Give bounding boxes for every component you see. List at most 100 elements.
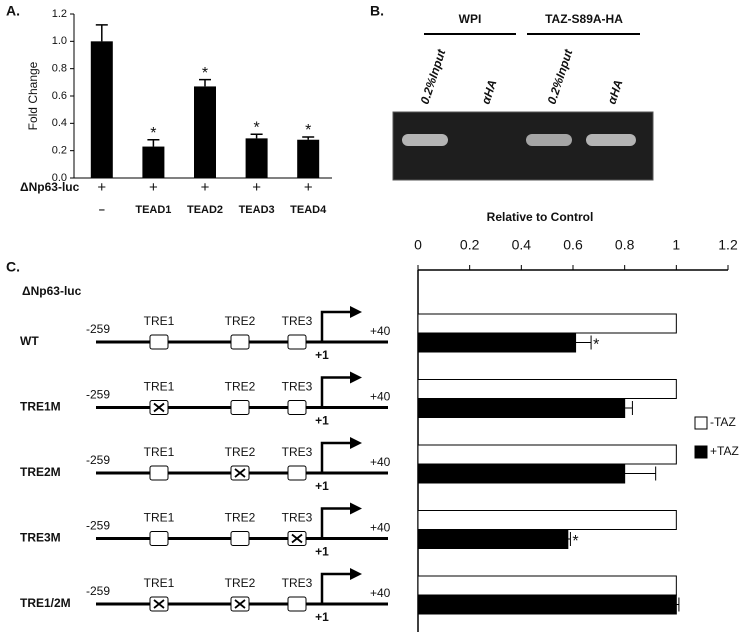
tss-arrow (320, 310, 352, 342)
element-box (230, 334, 250, 350)
tss-arrow (320, 441, 352, 473)
lane-label: αHA (479, 78, 500, 106)
element-label: TRE1 (144, 511, 175, 525)
plus-label: + (97, 179, 106, 196)
element-label: TRE1 (144, 314, 175, 328)
construct-name: TRE1M (20, 400, 61, 414)
significance-mark: * (593, 337, 599, 354)
y-axis-label: Fold Change (26, 61, 40, 130)
element-box (287, 465, 307, 481)
element-box (230, 531, 250, 546)
element-label: TRE2 (225, 445, 256, 459)
error-bar (250, 133, 263, 139)
bar (417, 594, 677, 615)
x-tick-label: 0 (414, 237, 422, 253)
y-tick-label: 0.2 (52, 145, 67, 157)
gel-band (526, 134, 572, 146)
element-box (287, 596, 307, 612)
error-bar (147, 138, 160, 147)
end-label: +40 (370, 586, 391, 600)
start-label: -259 (86, 519, 110, 533)
gel-band (402, 134, 448, 146)
diagram-title: ΔNp63-luc (22, 284, 82, 298)
element-box (287, 400, 307, 415)
arrow-head (350, 306, 362, 318)
start-label: -259 (86, 388, 110, 402)
significance-mark: * (150, 125, 156, 142)
bar (417, 379, 677, 399)
element-label: TRE3 (282, 314, 313, 328)
chart-title: Relative to Control (487, 210, 594, 224)
x-tick-label: 1.2 (718, 237, 738, 253)
error-bar (199, 78, 211, 87)
group-label: TAZ-S89A-HA (545, 12, 623, 26)
tss-label: +1 (315, 414, 329, 428)
mutation-mark (153, 402, 165, 413)
start-label: -259 (86, 322, 110, 336)
error-bar (676, 597, 680, 612)
end-label: +40 (370, 521, 391, 535)
mutation-mark (153, 599, 165, 609)
x-tick-label: 0.4 (512, 237, 532, 253)
construct-name: TRE3M (20, 531, 61, 545)
panel-label: A. (6, 3, 20, 19)
mutation-mark (291, 533, 303, 544)
arrow-head (350, 437, 362, 449)
significance-mark: * (202, 65, 208, 82)
element-box (149, 334, 169, 350)
panel-label: C. (6, 259, 20, 275)
error-bar (575, 335, 592, 350)
arrow-head (350, 502, 362, 515)
x-tick-label: 0.6 (563, 237, 583, 253)
tss-arrow (320, 376, 352, 408)
error-bar (302, 136, 315, 140)
x-tick-label: TEAD4 (290, 204, 327, 216)
element-label: TRE2 (225, 511, 256, 525)
bar (417, 529, 569, 549)
end-label: +40 (370, 390, 391, 404)
tss-label: +1 (315, 545, 329, 559)
construct-name: WT (20, 334, 39, 348)
error-bar (567, 532, 571, 546)
bar (90, 41, 113, 179)
plus-label: + (252, 179, 261, 196)
error-bar (95, 24, 108, 42)
element-box (149, 531, 169, 546)
bar (417, 575, 677, 596)
y-tick-label: 0.6 (52, 90, 67, 102)
element-label: TRE3 (282, 445, 313, 459)
bar (194, 86, 216, 178)
gel-band (586, 134, 636, 146)
element-label: TRE2 (225, 380, 256, 394)
tss-label: +1 (315, 479, 329, 493)
y-tick-label: 1.0 (52, 35, 67, 47)
element-box (230, 400, 250, 415)
x-tick-label: 0.2 (460, 237, 480, 253)
bar (417, 332, 577, 353)
panel-label: B. (370, 3, 384, 19)
tss-arrow (320, 507, 352, 539)
error-bar (624, 401, 633, 415)
significance-mark: * (572, 533, 578, 550)
y-tick-label: 0.4 (52, 117, 67, 129)
element-box (287, 334, 307, 350)
bar (297, 139, 320, 178)
x-tick-label: 1 (672, 237, 680, 253)
x-tick-label: 0.8 (615, 237, 635, 253)
legend-swatch (694, 445, 708, 459)
x-tick-label: TEAD2 (187, 204, 223, 216)
element-box (149, 465, 169, 481)
construct-name: TRE2M (20, 465, 61, 479)
element-label: TRE1 (144, 380, 175, 394)
significance-mark: * (253, 119, 259, 136)
tss-label: +1 (315, 348, 329, 362)
significance-mark: * (305, 122, 311, 139)
bar (417, 510, 677, 530)
mutation-mark (234, 599, 246, 609)
y-tick-label: 0.0 (52, 172, 67, 184)
bar (142, 146, 165, 178)
arrow-head (350, 371, 362, 384)
bar (417, 444, 677, 465)
tss-arrow (320, 572, 352, 604)
